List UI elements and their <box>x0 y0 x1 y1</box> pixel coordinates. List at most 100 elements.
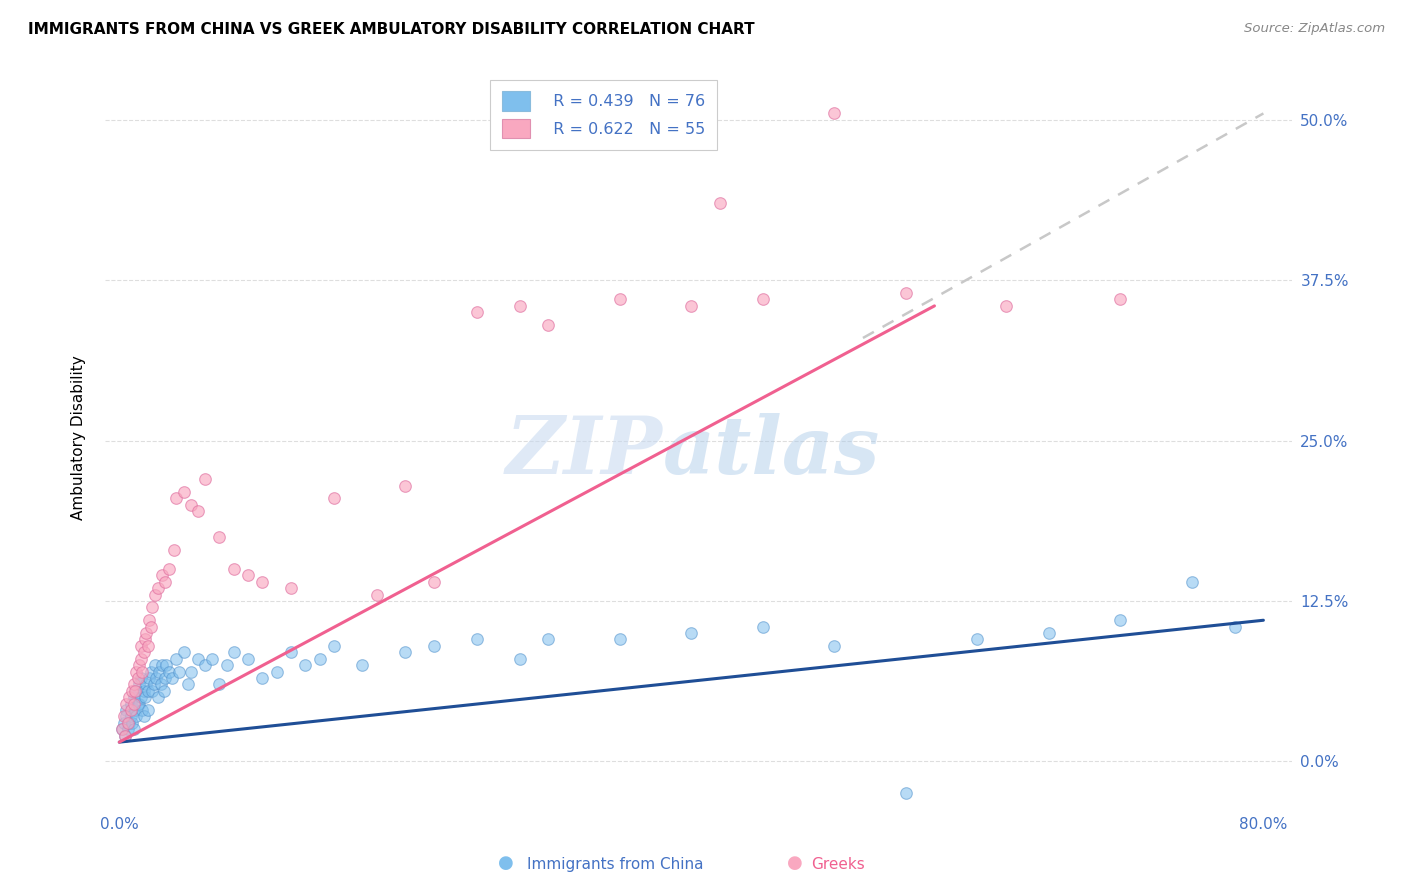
Point <box>118 690 141 705</box>
Point <box>894 787 917 801</box>
Point <box>252 671 274 685</box>
Point <box>145 671 167 685</box>
Point <box>136 703 159 717</box>
Point <box>143 588 166 602</box>
Point <box>121 715 143 730</box>
Point <box>127 671 149 685</box>
Point <box>125 665 148 679</box>
Point <box>352 658 374 673</box>
Point <box>150 658 173 673</box>
Point <box>222 562 245 576</box>
Point <box>966 632 988 647</box>
Point <box>153 574 176 589</box>
Point <box>208 530 231 544</box>
Point <box>180 665 202 679</box>
Point <box>465 632 488 647</box>
Point <box>115 703 138 717</box>
Point <box>125 709 148 723</box>
Point <box>1223 620 1246 634</box>
Point <box>132 645 155 659</box>
Point <box>1109 613 1132 627</box>
Point <box>142 677 165 691</box>
Point <box>129 639 152 653</box>
Point <box>135 677 157 691</box>
Point <box>1038 626 1060 640</box>
Point <box>208 677 231 691</box>
Point <box>150 568 173 582</box>
Point <box>118 715 141 730</box>
Point <box>509 651 531 665</box>
Point <box>139 620 162 634</box>
Point <box>1181 574 1204 589</box>
Point <box>111 723 134 737</box>
Point <box>366 588 388 602</box>
Point <box>134 632 156 647</box>
Point <box>111 723 134 737</box>
Text: Immigrants from China: Immigrants from China <box>527 857 704 872</box>
Point <box>138 671 160 685</box>
Point <box>177 677 200 691</box>
Point <box>127 697 149 711</box>
Point <box>160 671 183 685</box>
Point <box>322 639 344 653</box>
Point <box>752 293 775 307</box>
Point <box>609 632 631 647</box>
Point <box>152 683 174 698</box>
Point <box>128 658 150 673</box>
Point <box>322 491 344 506</box>
Point <box>236 568 259 582</box>
Point <box>125 683 148 698</box>
Point <box>146 690 169 705</box>
Point <box>128 697 150 711</box>
Point <box>141 683 163 698</box>
Point <box>465 305 488 319</box>
Point <box>681 626 703 640</box>
Point <box>537 632 560 647</box>
Point <box>252 574 274 589</box>
Point <box>194 472 217 486</box>
Point <box>124 703 146 717</box>
Point <box>132 709 155 723</box>
Point <box>138 613 160 627</box>
Point <box>132 683 155 698</box>
Point <box>155 658 177 673</box>
Text: ●: ● <box>498 855 515 872</box>
Point <box>112 715 135 730</box>
Point <box>134 690 156 705</box>
Point <box>280 581 302 595</box>
Point <box>823 639 845 653</box>
Point <box>308 651 330 665</box>
Text: IMMIGRANTS FROM CHINA VS GREEK AMBULATORY DISABILITY CORRELATION CHART: IMMIGRANTS FROM CHINA VS GREEK AMBULATOR… <box>28 22 755 37</box>
Point <box>128 677 150 691</box>
Point <box>117 715 139 730</box>
Point <box>194 658 217 673</box>
Point <box>136 639 159 653</box>
Text: Source: ZipAtlas.com: Source: ZipAtlas.com <box>1244 22 1385 36</box>
Point <box>129 651 152 665</box>
Point <box>609 293 631 307</box>
Point <box>187 504 209 518</box>
Point <box>114 729 136 743</box>
Point <box>115 697 138 711</box>
Point <box>129 690 152 705</box>
Point <box>180 498 202 512</box>
Point <box>266 665 288 679</box>
Point <box>236 651 259 665</box>
Point <box>752 620 775 634</box>
Point <box>166 491 188 506</box>
Point <box>280 645 302 659</box>
Point <box>157 665 180 679</box>
Point <box>120 709 142 723</box>
Point <box>823 106 845 120</box>
Point <box>187 651 209 665</box>
Point <box>423 574 446 589</box>
Text: Greeks: Greeks <box>811 857 865 872</box>
Point <box>121 683 143 698</box>
Text: ZIP: ZIP <box>506 413 662 491</box>
Point <box>215 658 238 673</box>
Point <box>294 658 316 673</box>
Y-axis label: Ambulatory Disability: Ambulatory Disability <box>72 355 86 520</box>
Point <box>157 562 180 576</box>
Point <box>153 671 176 685</box>
Point <box>222 645 245 659</box>
